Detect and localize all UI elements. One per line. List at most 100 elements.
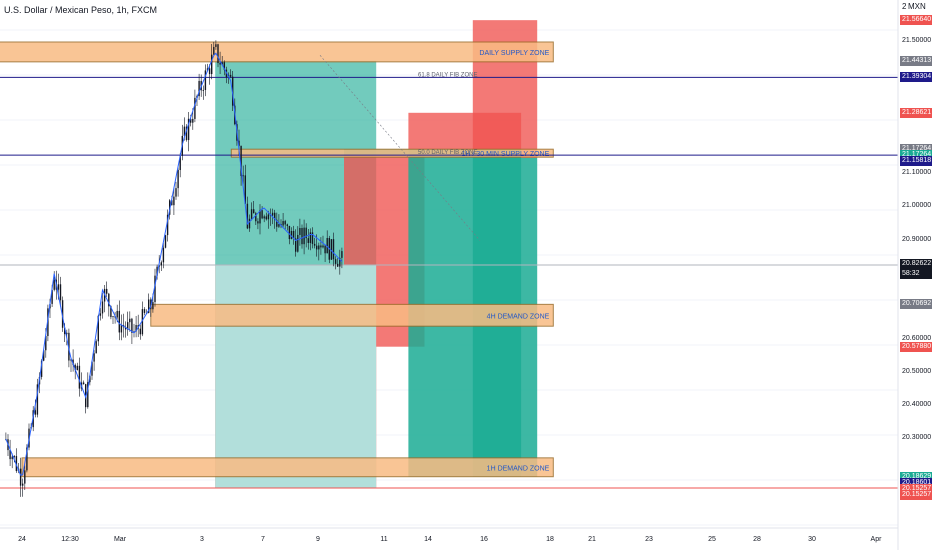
candle-body (26, 447, 28, 471)
candle-body (110, 306, 112, 318)
time-tick: 16 (480, 536, 488, 543)
price-label: 20.18601 (900, 477, 932, 488)
candle-body (160, 262, 162, 266)
candle-body (64, 327, 66, 335)
bar-countdown: 58:32 (902, 269, 920, 277)
candle-body (215, 44, 217, 47)
candle-body (53, 279, 55, 290)
candle-body (93, 353, 95, 362)
candle-body (78, 365, 81, 389)
position-long-lower-band (215, 264, 377, 488)
candle-body (141, 309, 144, 335)
time-tick: 7 (261, 536, 265, 543)
candle-body (57, 284, 60, 290)
candle-body (198, 80, 200, 97)
candle-body (120, 324, 123, 333)
candle-body (316, 245, 318, 250)
candle-body (131, 318, 133, 333)
candle-body (66, 332, 68, 335)
fib-trend-line (319, 55, 481, 241)
candle-body (135, 325, 137, 332)
candle-body (118, 310, 120, 333)
candle-body (324, 245, 326, 254)
price-label: 20.15257 (900, 483, 932, 494)
candle-body (179, 155, 181, 171)
symbol-title[interactable]: U.S. Dollar / Mexican Peso, 1h, FXCM (4, 5, 158, 15)
candle-body (261, 210, 263, 219)
candle-body (238, 140, 240, 146)
candle-body (330, 239, 333, 260)
candle-body (276, 219, 278, 227)
candle-body (129, 318, 131, 323)
candle-body (292, 230, 295, 239)
candle-body (244, 175, 246, 204)
candle-body (36, 384, 39, 415)
candle-body (217, 44, 219, 64)
candle-body (101, 301, 104, 314)
time-tick: 30 (808, 536, 816, 543)
candle-body (297, 234, 299, 252)
candle-body (124, 327, 127, 330)
scale-badge: 2 (902, 2, 907, 11)
candle-body (87, 382, 89, 408)
candle-body (76, 365, 78, 371)
price-label: 21.17264 (900, 150, 932, 161)
price-tick: 20.60000 (902, 334, 932, 342)
candle-body (307, 238, 309, 243)
candle-body (95, 341, 97, 354)
time-tick: 23 (645, 536, 653, 543)
price-tick: 20.50000 (902, 367, 932, 375)
candle-body (318, 245, 320, 250)
candle-body (187, 118, 190, 141)
zone-label-3: 1H DEMAND ZONE (487, 465, 550, 472)
time-tick: 3 (200, 536, 204, 543)
candle-body (61, 300, 64, 328)
candle-body (99, 313, 102, 316)
candle-body (11, 456, 13, 460)
candle-body (154, 275, 156, 303)
candle-body (173, 196, 175, 206)
zone-label-2: 4H DEMAND ZONE (487, 313, 550, 320)
price-label: 21.56640 (900, 15, 932, 26)
time-tick: 24 (18, 536, 26, 543)
candle-body (341, 251, 343, 258)
candle-body (267, 214, 270, 220)
time-tick: 11 (380, 536, 388, 543)
price-label: 21.15818 (900, 156, 932, 167)
candle-body (242, 175, 244, 177)
candle-body (265, 216, 267, 220)
candle-body (248, 218, 251, 229)
last-price-value: 20.82622 (902, 259, 932, 267)
candle-body (22, 483, 24, 486)
time-tick: 25 (708, 536, 716, 543)
currency-scale-label[interactable]: MXN (908, 2, 926, 11)
candle-body (246, 203, 249, 229)
candle-body (156, 266, 158, 276)
candle-body (194, 97, 196, 119)
candle-body (250, 209, 253, 219)
candle-body (301, 227, 303, 245)
price-label: 20.15257 (900, 489, 932, 500)
candle-body (127, 322, 129, 330)
time-tick: 9 (316, 536, 320, 543)
candle-body (240, 145, 242, 176)
candle-body (143, 309, 146, 313)
candle-body (288, 225, 291, 240)
time-tick: Mar (113, 536, 127, 543)
candle-body (326, 238, 328, 254)
candle-body (40, 360, 43, 377)
candle-body (305, 227, 307, 239)
fib-label-1: 50.0 DAILY FIB ZONE (418, 150, 477, 156)
candle-body (34, 410, 36, 415)
candle-body (339, 257, 341, 267)
candle-body (229, 74, 232, 77)
candle-body (139, 328, 141, 335)
candle-body (51, 289, 53, 304)
candle-body (221, 62, 223, 65)
candle-body (166, 214, 169, 236)
candle-body (9, 450, 11, 460)
price-tick: 20.90000 (902, 235, 932, 243)
candle-body (274, 212, 276, 220)
candle-body (309, 232, 312, 243)
